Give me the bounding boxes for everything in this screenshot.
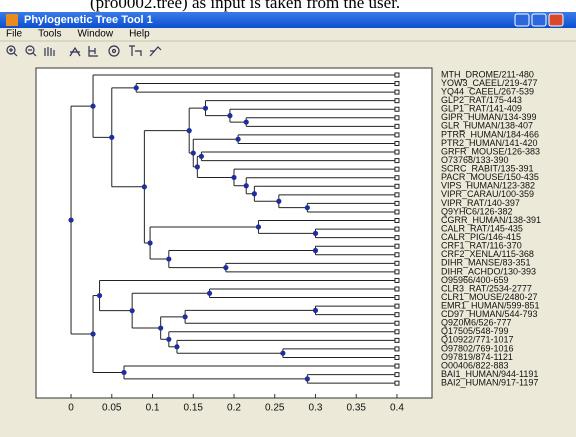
node <box>223 265 228 270</box>
node <box>195 164 200 169</box>
minimize-button[interactable] <box>515 14 529 26</box>
leaf-marker <box>395 193 399 197</box>
x-tick-label: 0.15 <box>184 403 204 414</box>
caption: (pro0002.tree) as input is taken from th… <box>90 0 400 12</box>
node <box>134 85 139 90</box>
leaf-marker <box>395 82 399 86</box>
node <box>313 308 318 313</box>
leaf-marker <box>395 270 399 274</box>
node <box>90 104 95 109</box>
close-button[interactable] <box>549 14 563 26</box>
node <box>191 150 196 155</box>
leaf-marker <box>395 124 399 128</box>
node <box>235 137 240 142</box>
leaf-marker <box>395 278 399 282</box>
leaf-marker <box>395 330 399 334</box>
leaf-marker <box>395 219 399 223</box>
leaf-marker <box>395 355 399 359</box>
x-tick-label: 0.35 <box>346 403 366 414</box>
leaf-marker <box>395 133 399 137</box>
node <box>244 119 249 124</box>
node <box>280 351 285 356</box>
node <box>183 314 188 319</box>
leaf-marker <box>395 338 399 342</box>
leaf-marker <box>395 227 399 231</box>
leaf-marker <box>395 141 399 145</box>
node <box>252 191 257 196</box>
leaf-marker <box>395 304 399 308</box>
leaf-marker <box>395 381 399 385</box>
node <box>109 135 114 140</box>
x-tick-label: 0.2 <box>227 403 241 414</box>
leaf-marker <box>395 73 399 77</box>
leaf-marker <box>395 244 399 248</box>
menu-item[interactable]: Tools <box>38 29 61 40</box>
node <box>166 337 171 342</box>
node <box>227 113 232 118</box>
menu-item[interactable]: File <box>6 29 23 40</box>
node <box>158 325 163 330</box>
x-tick-label: 0.3 <box>309 403 323 414</box>
node <box>199 154 204 159</box>
node <box>142 184 147 189</box>
node <box>130 308 135 313</box>
node <box>174 344 179 349</box>
leaf-marker <box>395 107 399 111</box>
window-title: Phylogenetic Tree Tool 1 <box>24 14 153 26</box>
maximize-button[interactable] <box>532 14 546 26</box>
leaf-marker <box>395 90 399 94</box>
x-tick-label: 0.25 <box>265 403 285 414</box>
leaf-marker <box>395 313 399 317</box>
leaf-marker <box>395 116 399 120</box>
x-tick-label: 0.1 <box>146 403 160 414</box>
node <box>147 240 152 245</box>
leaf-marker <box>395 287 399 291</box>
node <box>276 199 281 204</box>
node <box>313 231 318 236</box>
leaf-marker <box>395 150 399 154</box>
leaf-marker <box>395 321 399 325</box>
leaf-marker <box>395 236 399 240</box>
leaf-label: BAI2_HUMAN/917-1197 <box>441 378 538 388</box>
node <box>244 183 249 188</box>
x-tick-label: 0.05 <box>102 403 122 414</box>
x-tick-label: 0 <box>68 403 74 414</box>
page: (pro0002.tree) as input is taken from th… <box>0 0 576 437</box>
menu-item[interactable]: Window <box>77 29 113 40</box>
node <box>121 370 126 375</box>
leaf-marker <box>395 296 399 300</box>
node <box>90 331 95 336</box>
node <box>305 205 310 210</box>
leaf-marker <box>395 364 399 368</box>
app-icon <box>6 14 18 26</box>
leaf-marker <box>395 159 399 163</box>
screen: (pro0002.tree) as input is taken from th… <box>0 0 576 437</box>
leaf-marker <box>395 253 399 257</box>
leaf-marker <box>395 201 399 205</box>
node <box>305 376 310 381</box>
node <box>313 248 318 253</box>
node <box>187 128 192 133</box>
x-tick-label: 0.4 <box>390 403 404 414</box>
node <box>203 106 208 111</box>
leaf-marker <box>395 99 399 103</box>
node <box>256 224 261 229</box>
leaf-marker <box>395 261 399 265</box>
node <box>97 293 102 298</box>
node <box>207 291 212 296</box>
menu-item[interactable]: Help <box>129 29 150 40</box>
leaf-marker <box>395 347 399 351</box>
leaf-marker <box>395 373 399 377</box>
leaf-marker <box>395 167 399 171</box>
leaf-marker <box>395 210 399 214</box>
leaf-marker <box>395 184 399 188</box>
node <box>68 217 73 222</box>
node <box>166 256 171 261</box>
leaf-marker <box>395 176 399 180</box>
node <box>231 175 236 180</box>
